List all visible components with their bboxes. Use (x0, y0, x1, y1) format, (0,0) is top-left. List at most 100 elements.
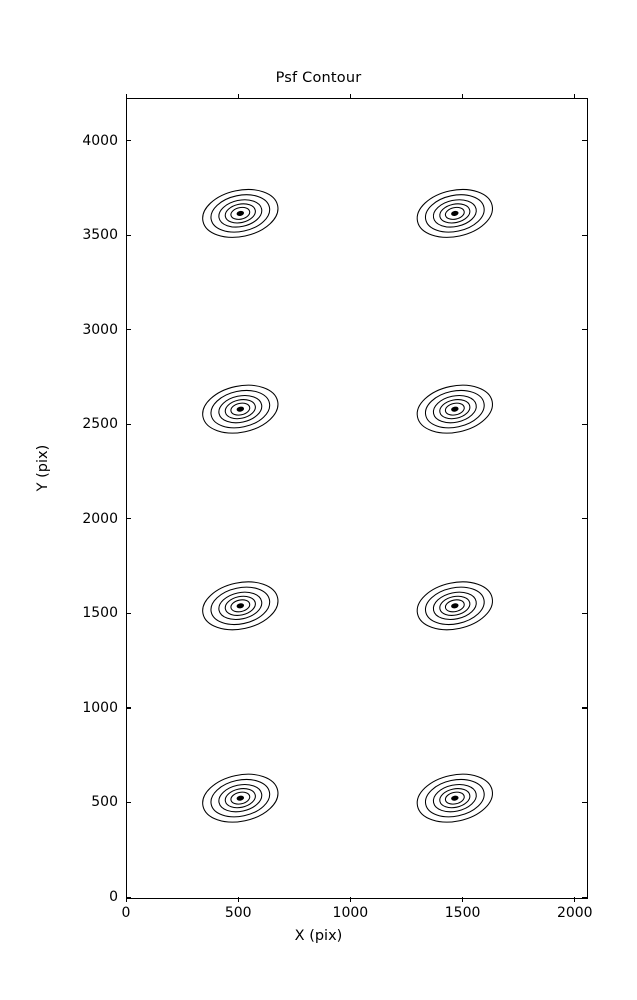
contour-level-0.65 (439, 203, 471, 224)
y-tick-0 (126, 896, 131, 898)
contour-level-0.97 (451, 406, 459, 412)
contour-level-0.97 (451, 795, 459, 801)
contour-level-0.1 (202, 188, 279, 238)
contour-level-0.1 (202, 773, 279, 823)
psf-r1-c1 (202, 188, 279, 238)
contour-level-0.1 (202, 581, 279, 631)
y-tick-1500 (126, 612, 131, 614)
y-tick-3000 (126, 329, 131, 331)
x-tick-top-1500 (462, 94, 464, 99)
y-tick-right-2000 (582, 518, 587, 520)
page-title: Psf Contour (275, 70, 362, 86)
contour-level-0.45 (432, 591, 477, 620)
psf-r2-c1 (202, 384, 279, 434)
contour-level-0.25 (210, 586, 271, 626)
x-tick-label-2000: 2000 (556, 905, 593, 921)
x-tick-1500 (462, 897, 464, 902)
psf-r4-c2 (416, 773, 493, 823)
contour-level-0.65 (224, 788, 256, 809)
y-tick-right-2500 (582, 423, 587, 425)
contour-level-0.65 (439, 595, 471, 616)
contour-level-0.85 (230, 791, 251, 805)
psf-r3-c2 (416, 581, 493, 631)
y-tick-label-3000: 3000 (82, 321, 118, 338)
contour-level-0.1 (416, 384, 493, 434)
contour-level-0.45 (218, 199, 263, 228)
y-tick-3500 (126, 234, 131, 236)
y-axis-label: Y (pix) (35, 444, 51, 492)
plot-axes-frame (126, 98, 588, 899)
psf-r3-c1 (202, 581, 279, 631)
y-tick-1000 (126, 707, 131, 709)
x-tick-0 (125, 897, 127, 902)
contour-level-0.25 (210, 194, 271, 233)
contour-level-0.45 (218, 591, 263, 620)
x-axis-label: X (pix) (294, 928, 343, 944)
contour-level-0.97 (236, 795, 245, 801)
x-tick-label-0: 0 (121, 905, 131, 921)
psf-r2-c2 (416, 384, 493, 434)
contour-level-0.25 (424, 586, 485, 626)
y-tick-label-0: 0 (109, 889, 118, 905)
contour-level-0.45 (218, 394, 263, 424)
contour-level-0.45 (432, 199, 477, 228)
contour-level-0.97 (451, 210, 459, 216)
y-tick-right-3000 (582, 329, 587, 331)
y-tick-label-3500: 3500 (82, 227, 118, 244)
contour-level-0.1 (416, 581, 493, 631)
contour-level-0.97 (236, 406, 245, 412)
contour-level-0.85 (230, 599, 251, 613)
contour-level-0.45 (218, 783, 263, 813)
contour-level-0.85 (230, 206, 251, 220)
contour-level-0.85 (444, 599, 465, 613)
psf-r4-c1 (202, 773, 279, 823)
y-tick-right-500 (582, 801, 587, 804)
contour-level-0.25 (424, 389, 485, 429)
contour-level-0.85 (230, 402, 251, 416)
x-tick-500 (237, 897, 239, 902)
contour-level-0.85 (444, 791, 465, 805)
x-tick-2000 (574, 897, 576, 902)
y-tick-4000 (126, 140, 131, 142)
y-tick-label-2500: 2500 (82, 416, 118, 433)
contour-level-0.1 (416, 773, 493, 823)
contour-level-0.25 (424, 194, 485, 233)
x-tick-label-1000: 1000 (332, 905, 369, 921)
contour-level-0.65 (439, 788, 471, 809)
contour-level-0.65 (224, 399, 256, 420)
contour-level-0.85 (444, 402, 465, 416)
contour-level-0.97 (451, 603, 459, 609)
y-tick-label-1500: 1500 (82, 605, 118, 622)
y-tick-label-500: 500 (91, 794, 118, 811)
contour-level-0.65 (224, 595, 256, 616)
y-tick-2500 (126, 423, 131, 425)
y-tick-right-1000 (582, 707, 587, 709)
contour-level-0.25 (210, 778, 271, 818)
y-tick-right-3500 (582, 234, 587, 236)
y-tick-right-0 (582, 896, 587, 898)
x-tick-label-500: 500 (224, 905, 252, 921)
x-tick-top-0 (125, 94, 127, 99)
y-tick-right-1500 (582, 612, 587, 614)
y-tick-label-1000: 1000 (82, 699, 118, 716)
contour-level-0.45 (432, 783, 477, 813)
y-tick-right-4000 (582, 140, 587, 142)
contour-plot-area (202, 188, 493, 823)
y-tick-label-2000: 2000 (82, 510, 118, 527)
x-tick-top-2000 (574, 94, 576, 99)
x-tick-top-500 (237, 94, 239, 99)
y-tick-2000 (126, 518, 131, 520)
contour-level-0.65 (439, 399, 471, 420)
x-tick-label-1500: 1500 (444, 905, 481, 921)
contour-level-0.1 (202, 384, 279, 434)
x-tick-1000 (349, 897, 352, 902)
contour-level-0.45 (432, 394, 477, 424)
contour-level-0.1 (416, 188, 493, 238)
contour-level-0.25 (210, 389, 271, 429)
psf-r1-c2 (416, 188, 493, 238)
contour-level-0.65 (224, 203, 256, 224)
contour-level-0.25 (424, 778, 485, 818)
y-tick-500 (126, 801, 131, 804)
contour-level-0.97 (236, 210, 245, 216)
